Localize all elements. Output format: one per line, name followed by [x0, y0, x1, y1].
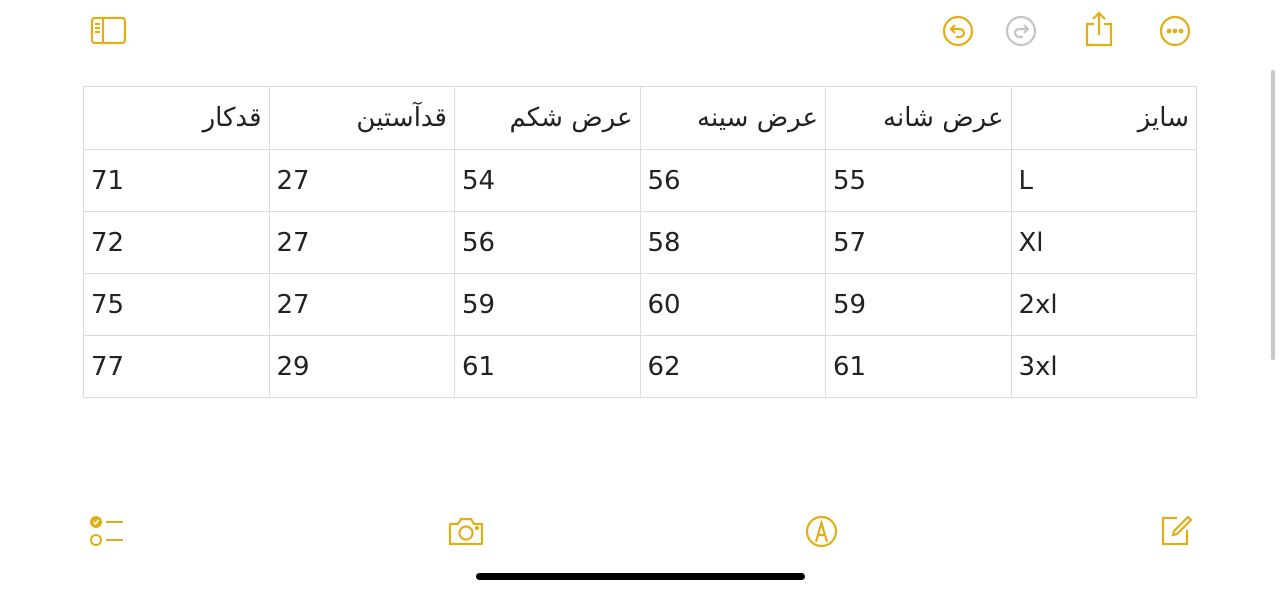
undo-icon[interactable]: [942, 15, 974, 47]
table-cell[interactable]: 61: [454, 335, 641, 398]
table-cell[interactable]: 54: [454, 149, 641, 212]
header-sleeve[interactable]: قدآستین: [268, 86, 455, 150]
table-cell[interactable]: 57: [825, 211, 1012, 274]
table-row: L 55 56 54 27 71: [83, 149, 1197, 212]
table-cell[interactable]: Xl: [1010, 211, 1197, 274]
table-cell[interactable]: 72: [83, 211, 270, 274]
header-size[interactable]: سایز: [1010, 86, 1197, 150]
home-indicator[interactable]: [476, 573, 805, 580]
share-icon[interactable]: [1084, 11, 1114, 47]
table-cell[interactable]: 2xl: [1010, 273, 1197, 336]
header-chest[interactable]: عرض سینه: [639, 86, 826, 150]
table-cell[interactable]: 58: [639, 211, 826, 274]
size-table: سایز عرض شانه عرض سینه عرض شکم قدآستین ق…: [83, 86, 1197, 398]
table-cell[interactable]: 75: [83, 273, 270, 336]
table-cell[interactable]: 59: [825, 273, 1012, 336]
table-header-row: سایز عرض شانه عرض سینه عرض شکم قدآستین ق…: [83, 86, 1197, 150]
header-belly[interactable]: عرض شکم: [454, 86, 641, 150]
table-cell[interactable]: 27: [268, 149, 455, 212]
table-cell[interactable]: 61: [825, 335, 1012, 398]
table-cell[interactable]: 60: [639, 273, 826, 336]
header-length[interactable]: قدکار: [83, 86, 270, 150]
table-cell[interactable]: 71: [83, 149, 270, 212]
table-cell[interactable]: 27: [268, 273, 455, 336]
table-row: 3xl 61 62 61 29 77: [83, 335, 1197, 398]
compose-icon[interactable]: [1160, 514, 1193, 547]
table-cell[interactable]: 77: [83, 335, 270, 398]
camera-icon[interactable]: [447, 516, 485, 547]
redo-icon[interactable]: [1005, 15, 1037, 47]
table-cell[interactable]: L: [1010, 149, 1197, 212]
table-cell[interactable]: 27: [268, 211, 455, 274]
markup-icon[interactable]: [805, 515, 838, 548]
checklist-icon[interactable]: [89, 515, 125, 547]
scrollbar[interactable]: [1271, 70, 1275, 360]
sidebar-icon[interactable]: [90, 16, 127, 45]
table-cell[interactable]: 55: [825, 149, 1012, 212]
table-cell[interactable]: 3xl: [1010, 335, 1197, 398]
more-icon[interactable]: [1159, 15, 1191, 47]
table-row: Xl 57 58 56 27 72: [83, 211, 1197, 274]
table-cell[interactable]: 62: [639, 335, 826, 398]
header-shoulder[interactable]: عرض شانه: [825, 86, 1012, 150]
table-cell[interactable]: 56: [639, 149, 826, 212]
table-row: 2xl 59 60 59 27 75: [83, 273, 1197, 336]
table-cell[interactable]: 56: [454, 211, 641, 274]
table-cell[interactable]: 29: [268, 335, 455, 398]
table-cell[interactable]: 59: [454, 273, 641, 336]
